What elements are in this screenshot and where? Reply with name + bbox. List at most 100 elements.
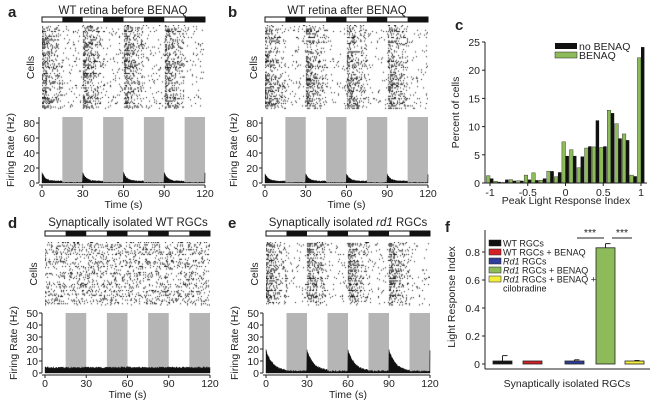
y-tick-label: 0.8 [465,247,480,259]
x-tick-label: 60 [341,188,353,200]
x-tick-label: 60 [342,378,354,390]
firing-rate-trace-e [265,349,431,374]
legend-label-no-benaq: no BENAQ [579,41,630,53]
legend-label-text: WT RGCs + BENAQ [503,248,586,258]
legend-label: Rd1 RGCs + BENAQ [503,266,588,276]
x-tick-label: 30 [77,188,89,200]
y-tick-label: 60 [246,133,258,145]
legend-label-italic: Rd1 [503,266,520,276]
histogram-bar-benaq [591,146,596,184]
y-axis-label: Firing Rate (Hz) [8,306,20,380]
panel-label-e: e [228,215,236,232]
legend-label-text: WT RGCs [503,239,544,249]
y-tick-label: 10 [468,122,480,134]
histogram-bar-benaq [629,174,634,184]
y-tick-label: 30 [26,332,38,344]
panel-label-d: d [8,215,17,232]
legend-swatch [488,257,502,265]
y-tick-label: 40 [246,148,258,160]
histogram-bar-no-benaq [603,146,607,183]
dark-period-shade [368,313,389,373]
panel-e-title-italic: rd1 [376,217,393,229]
x-tick-label: 60 [118,188,130,200]
panel-d-title: Synaptically isolated WT RGCs [48,217,208,229]
legend-label: Rd1 RGCs + BENAQ + [503,275,596,285]
dark-period-shade [407,117,428,183]
dark-period-shade [62,117,83,183]
bar-3 [564,360,585,365]
x-tick-label: 1 [638,187,644,199]
y-tick-label: 0 [474,178,480,190]
x-tick-label: 60 [122,378,134,390]
bar-2 [522,360,543,365]
y-tick-label: 0.4 [465,303,480,315]
x-tick-label: 120 [421,378,439,390]
legend-label-text: RGCs + BENAQ [520,266,589,276]
x-tick-label: 0.5 [596,187,611,199]
histogram-bar-no-benaq [641,47,645,183]
histogram-bar-no-benaq [573,155,577,183]
stimulus-dark-segment [106,231,128,236]
y-tick-label: 40 [26,320,38,332]
y-tick-label: 20 [23,163,35,175]
histogram-bar-benaq [523,174,528,184]
histogram-bar-benaq [599,147,604,184]
y-tick-label: 10 [247,356,259,368]
dark-period-shade [285,117,306,183]
bar-5 [624,360,645,365]
y-tick-label: 0 [32,368,38,380]
histogram-bar-no-benaq [535,180,539,183]
histogram-bar-no-benaq [505,179,509,183]
x-tick-label: 0 [263,378,269,390]
x-tick-label: 0 [39,188,45,200]
histogram-bar-benaq [607,110,612,184]
legend-label: Rd1 RGCs [503,257,547,267]
legend-swatch-no-benaq [555,43,577,49]
dark-period-shade [148,313,169,373]
panel-b-title: WT retina after BENAQ [287,5,406,17]
firing-rate-trace-a [41,172,206,184]
stimulus-dark-segment [62,17,83,22]
histogram-bar-benaq [486,175,491,184]
histogram-bar-no-benaq [565,155,569,183]
histogram-bar-benaq [622,133,627,184]
histogram-bar-benaq [576,167,581,184]
panel-label-c: c [455,17,463,34]
y-axis-label: Firing Rate (Hz) [229,306,241,380]
histogram-bar-no-benaq [618,138,622,183]
x-tick-label: -1 [485,187,494,199]
significance-marker: *** [616,227,628,239]
dark-period-shade [106,313,128,373]
histogram-bar-no-benaq [580,156,584,183]
dark-period-shade [103,117,124,183]
stimulus-dark-segment [409,231,430,236]
panel-a-title: WT retina before BENAQ [59,5,188,17]
histogram-bar-benaq [546,170,551,184]
stimulus-dark-segment [103,17,124,22]
x-tick-label: 0 [262,188,268,200]
f-y-axis-label: Light Response Index [446,245,458,347]
histogram-bar-benaq [614,123,619,184]
histogram-bar-no-benaq [497,181,501,183]
dark-period-shade [409,313,430,373]
stimulus-dark-segment [407,17,428,22]
y-tick-label: 0 [474,359,480,371]
y-tick-label: 0.6 [465,275,480,287]
x-axis-label: Time (s) [108,389,146,401]
y-tick-label: 15 [468,93,480,105]
x-tick-label: 90 [383,378,395,390]
y-tick-label: 25 [468,37,480,49]
raster-y-label: Cells [248,56,260,79]
y-tick-label: 60 [23,133,35,145]
x-axis-label: Time (s) [329,389,367,401]
dark-period-shade [65,313,87,373]
y-tick-label: 20 [26,344,38,356]
panel-label-f: f [445,219,451,236]
stimulus-dark-segment [366,17,388,22]
raster-y-label: Cells [249,262,261,285]
stimulus-dark-segment [143,17,165,22]
legend-label: WT RGCs [503,239,544,249]
significance-marker: *** [584,227,596,239]
x-tick-label: 120 [419,188,437,200]
firing-rate-trace-b [264,173,429,184]
